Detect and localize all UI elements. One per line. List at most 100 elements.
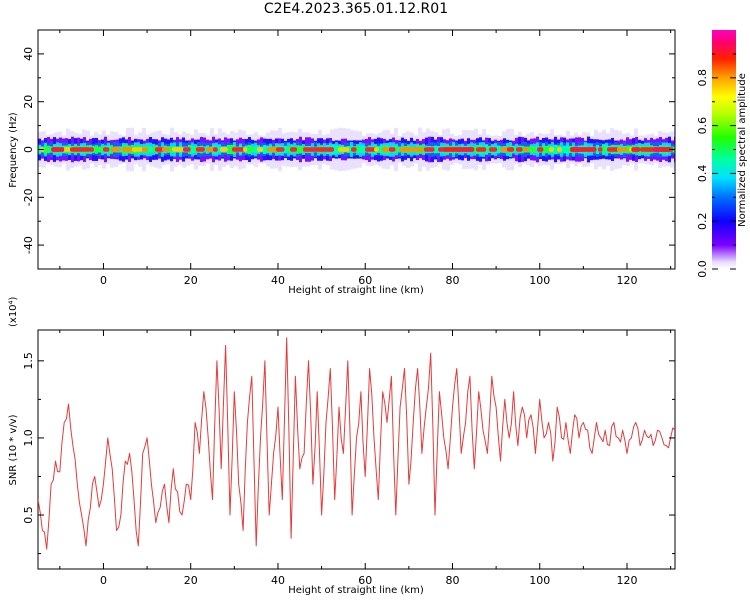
spectrogram-heatmap (38, 127, 675, 172)
heat-cell (152, 146, 155, 153)
heat-hotspot (549, 147, 554, 152)
colorbar-tick-label: 0.2 (696, 212, 709, 230)
heat-hotspot (507, 147, 515, 152)
y-tick-label: 20 (22, 95, 35, 109)
heat-cell (251, 146, 254, 153)
heat-cell (362, 146, 365, 153)
x-tick-label: 40 (271, 274, 285, 287)
heat-hotspot (329, 147, 335, 152)
heat-cell (98, 146, 101, 153)
heat-hotspot (162, 147, 170, 152)
colorbar: 0.0 0.2 0.4 0.6 0.8 Normalized spectral ampl… (696, 30, 748, 278)
heat-cell (299, 145, 302, 154)
heat-hotspot (276, 147, 285, 152)
x-tick-label: 40 (271, 574, 285, 587)
heat-cell (434, 145, 437, 154)
heat-hotspot (183, 147, 191, 152)
heat-cell (563, 145, 566, 154)
chart-title: C2E4.2023.365.01.12.R01 (263, 1, 449, 17)
heat-cell (530, 145, 533, 154)
x-tick-label: 60 (358, 274, 372, 287)
heat-cell (566, 145, 569, 154)
heat-cell (248, 144, 251, 155)
spectrogram-ylabel: Frequency (Hz) (8, 112, 19, 188)
colorbar-ticks: 0.0 0.2 0.4 0.6 0.8 (696, 53, 736, 278)
colorbar-gradient (712, 30, 736, 269)
heat-hotspot (303, 147, 316, 152)
heat-cell (422, 144, 425, 155)
heat-cell (47, 145, 50, 154)
heat-cell (359, 145, 362, 154)
y-tick-label: 1.0 (22, 429, 35, 447)
colorbar-tick-label: 0.6 (696, 117, 709, 135)
x-tick-label: 100 (529, 274, 550, 287)
heat-hotspot (537, 147, 544, 152)
heat-cell (545, 145, 548, 154)
heat-cell (533, 146, 536, 153)
heat-hotspot (243, 147, 248, 152)
heat-hotspot (653, 147, 671, 152)
heat-hotspot (103, 147, 110, 152)
heat-cell (473, 146, 476, 153)
y-tick-label: 40 (22, 47, 35, 61)
heat-cell (230, 144, 233, 155)
heat-hotspot (111, 147, 122, 152)
heat-hotspot (389, 147, 396, 152)
heat-cell (101, 146, 104, 153)
heat-hotspot (142, 147, 149, 152)
x-tick-label: 0 (100, 274, 107, 287)
heat-hotspot (598, 147, 603, 152)
heat-cell (335, 145, 338, 154)
colorbar-tick-label: 0.4 (696, 165, 709, 183)
heat-cell (194, 146, 197, 153)
heat-hotspot (570, 147, 597, 152)
heat-hotspot (443, 147, 475, 152)
colorbar-tick-label: 0.8 (696, 69, 709, 87)
snr-multiplier: (x10⁴) (8, 296, 19, 327)
snr-ylabel: SNR (10 * v/v) (8, 414, 19, 485)
heat-hotspot (338, 147, 350, 152)
heat-hotspot (631, 147, 641, 152)
x-tick-label: 0 (100, 574, 107, 587)
snr-series-line (38, 337, 675, 550)
heat-cell (191, 146, 194, 153)
heat-cell (170, 146, 173, 153)
snr-ticks: 0 20 40 60 80 100 120 0.5 1.0 1.5 (22, 330, 675, 587)
heat-hotspot (79, 147, 91, 152)
x-tick-label: 20 (184, 574, 198, 587)
heat-hotspot (557, 147, 562, 152)
colorbar-label: Normalized spectral amplitude (737, 73, 748, 227)
x-tick-label: 20 (184, 274, 198, 287)
snr-panel: 0 20 40 60 80 100 120 0.5 1.0 1.5 Height of strai… (8, 296, 676, 596)
heat-cell (296, 145, 299, 154)
heat-cell (44, 145, 47, 154)
heat-cell (254, 146, 257, 153)
x-tick-label: 80 (445, 274, 459, 287)
heat-hotspot (374, 147, 379, 152)
heat-cell (497, 145, 500, 154)
heat-cell (287, 146, 290, 153)
heat-hotspot (424, 147, 435, 152)
heat-cell (485, 145, 488, 154)
heat-hotspot (489, 147, 498, 152)
heat-hotspot (172, 147, 184, 152)
heat-hotspot (476, 147, 487, 152)
heat-cell (554, 144, 557, 155)
y-tick-label: -20 (22, 188, 35, 206)
heat-hotspot (524, 147, 529, 152)
heat-cell (227, 145, 230, 154)
x-tick-label: 80 (445, 574, 459, 587)
heat-hotspot (382, 147, 391, 152)
heat-hotspot (257, 147, 264, 152)
heat-cell (380, 145, 383, 154)
heat-hotspot (89, 147, 94, 152)
heat-hotspot (70, 147, 82, 152)
heat-hotspot (290, 147, 298, 152)
heat-hotspot (51, 147, 65, 152)
heat-hotspot (213, 147, 218, 152)
heat-cell (602, 144, 605, 155)
heat-cell (596, 144, 599, 155)
heat-cell (605, 145, 608, 154)
spectrogram-panel: 0 20 40 60 80 100 120 -40 -20 0 20 40 Height of str… (8, 29, 676, 296)
x-tick-label: 120 (617, 274, 638, 287)
